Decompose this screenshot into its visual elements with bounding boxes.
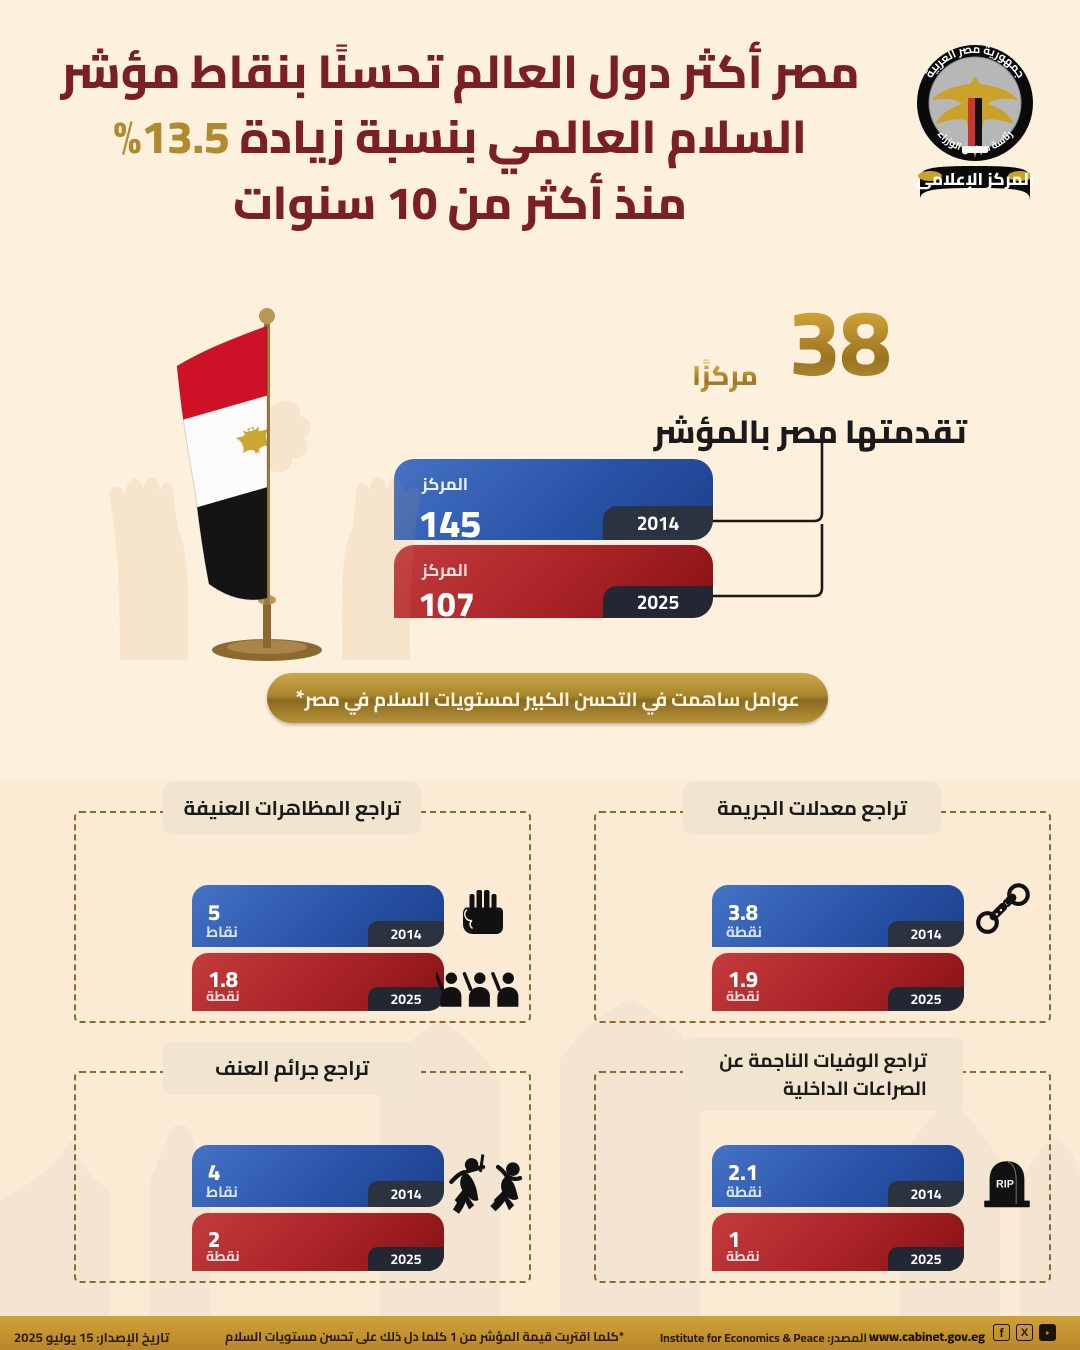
svg-text:38: 38 [789, 255, 891, 428]
svg-text:RIP: RIP [996, 1178, 1014, 1190]
svg-text:مركزًا: مركزًا [692, 351, 758, 401]
svg-text:المركز الإعلامى: المركز الإعلامى [916, 163, 1035, 195]
